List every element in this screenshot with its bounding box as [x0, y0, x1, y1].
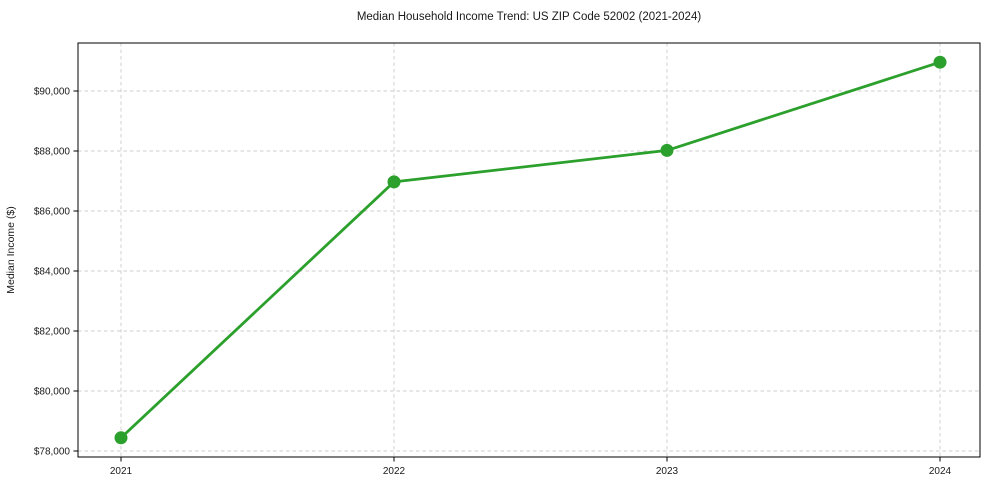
data-point-2023: [660, 143, 674, 157]
chart-title: Median Household Income Trend: US ZIP Co…: [357, 11, 702, 23]
plot-area: [78, 43, 980, 457]
y-tick-label-84000: $84,000: [34, 267, 71, 278]
y-tick-label-78000: $78,000: [34, 447, 71, 458]
x-tick-label-2022: 2022: [383, 466, 406, 477]
y-axis-label: Median Income ($): [5, 206, 17, 294]
y-tick-label-90000: $90,000: [34, 87, 71, 98]
x-tick-label-2023: 2023: [656, 466, 679, 477]
trend-line: [119, 60, 942, 440]
data-point-2022: [387, 175, 401, 189]
plot-border: [77, 42, 981, 458]
y-tick-label-82000: $82,000: [34, 327, 71, 338]
data-point-2021: [114, 431, 128, 445]
x-tick-label-2021: 2021: [110, 466, 133, 477]
y-tick-label-80000: $80,000: [34, 387, 71, 398]
x-tick-label-2024: 2024: [929, 466, 952, 477]
y-tick-label-88000: $88,000: [34, 147, 71, 158]
y-tick-label-86000: $86,000: [34, 207, 71, 218]
data-point-2024: [933, 55, 947, 69]
